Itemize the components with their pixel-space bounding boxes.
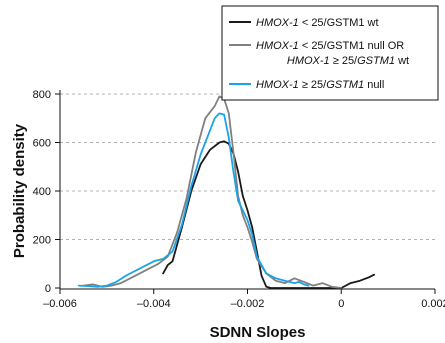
legend-label-0: HMOX-1 < 25/GSTM1 wt <box>256 17 379 29</box>
legend-box <box>221 5 439 101</box>
series-lines <box>77 95 375 289</box>
legend: HMOX-1 < 25/GSTM1 wt HMOX-1 < 25/GSTM1 nu… <box>221 5 439 101</box>
y-tick-label-0: 0 <box>45 283 51 295</box>
x-tick-label-2: –0.002 <box>231 298 265 310</box>
x-tick-label-3: 0 <box>338 298 344 310</box>
gridlines <box>60 93 435 240</box>
y-tick-label-2: 400 <box>33 186 51 198</box>
legend-label-2: HMOX-1 ≥ 25/GSTM1 null <box>256 79 384 91</box>
x-axis-title: SDNN Slopes <box>210 324 306 341</box>
legend-label-1: HMOX-1 < 25/GSTM1 null OR <box>256 40 404 52</box>
y-tick-label-4: 800 <box>33 89 51 101</box>
x-tick-label-4: 0.002 <box>421 298 445 310</box>
y-axis-title: Probability density <box>11 123 28 258</box>
legend-label-1-line2: HMOX-1 ≥ 25/GSTM1 wt <box>287 55 409 67</box>
x-tick-label-1: –0.004 <box>137 298 171 310</box>
axes <box>59 90 435 290</box>
y-tick-label-1: 200 <box>33 235 51 247</box>
y-tick-label-3: 600 <box>33 138 51 150</box>
series-line-2 <box>77 112 310 288</box>
x-tick-label-0: –0.006 <box>43 298 77 310</box>
series-line-0 <box>162 140 375 289</box>
y-axis-ticks: 0 200 400 600 800 <box>33 89 60 295</box>
x-axis-ticks: –0.006 –0.004 –0.002 0 0.002 <box>43 289 445 310</box>
